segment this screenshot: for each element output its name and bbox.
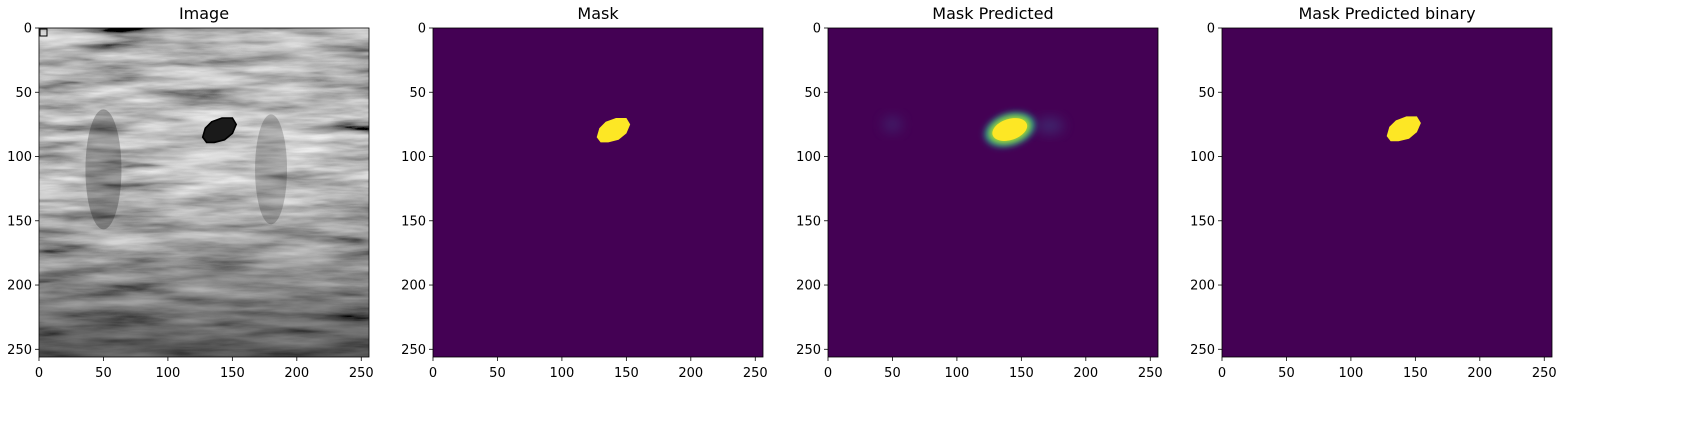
y-tick-label: 100 [401, 150, 426, 165]
y-tick-label: 100 [7, 150, 32, 165]
mask-background [828, 28, 1158, 357]
mask-region [596, 118, 631, 143]
axes-frame [38, 27, 370, 358]
x-tick-label: 150 [614, 366, 639, 381]
faint-blob [882, 116, 903, 133]
x-tick-label: 0 [35, 366, 43, 381]
y-tick-label: 200 [1190, 279, 1215, 294]
y-tick-label: 100 [796, 150, 821, 165]
lesion-contour [201, 117, 238, 144]
pred-image [828, 28, 1158, 357]
x-tick-label: 0 [1218, 366, 1226, 381]
y-tick-label: 150 [401, 214, 426, 229]
binary-region [1386, 116, 1421, 142]
x-tick-label: 0 [429, 366, 437, 381]
y-tick-label: 250 [401, 343, 426, 358]
y-tick-label: 200 [401, 279, 426, 294]
mask-background [1222, 28, 1552, 357]
x-tick-label: 200 [1467, 366, 1492, 381]
shadow-band [85, 109, 122, 230]
x-tick-label: 200 [1073, 366, 1098, 381]
y-tick-label: 0 [1207, 22, 1215, 37]
x-tick-label: 100 [549, 366, 574, 381]
mask-background [433, 28, 763, 357]
corner-marker [39, 28, 48, 37]
y-tick-label: 50 [804, 86, 821, 101]
x-tick-label: 0 [824, 366, 832, 381]
y-tick-label: 0 [418, 22, 426, 37]
panel-title: Mask Predicted [932, 4, 1053, 23]
x-tick-label: 150 [1403, 366, 1428, 381]
axes-frame [432, 27, 764, 358]
y-tick-label: 0 [813, 22, 821, 37]
x-tick-label: 100 [1338, 366, 1363, 381]
y-tick-label: 250 [1190, 343, 1215, 358]
pred-core [992, 118, 1028, 141]
mask-image [433, 28, 763, 357]
x-tick-label: 50 [884, 366, 901, 381]
y-tick-label: 50 [15, 86, 32, 101]
panel-title: Image [179, 4, 229, 23]
x-tick-label: 100 [944, 366, 969, 381]
image-image [39, 28, 369, 357]
x-tick-label: 100 [155, 366, 180, 381]
shadow-band [255, 114, 288, 225]
y-tick-label: 150 [1190, 214, 1215, 229]
axes-frame [1221, 27, 1553, 358]
x-tick-label: 250 [1532, 366, 1557, 381]
panel-title: Mask [577, 4, 619, 23]
x-tick-label: 250 [1138, 366, 1163, 381]
y-tick-label: 200 [7, 279, 32, 294]
x-tick-label: 200 [284, 366, 309, 381]
ultrasound-shadow [39, 28, 369, 357]
axes-frame [827, 27, 1159, 358]
x-tick-label: 50 [1278, 366, 1295, 381]
x-tick-label: 250 [349, 366, 374, 381]
y-tick-label: 200 [796, 279, 821, 294]
x-tick-label: 150 [1009, 366, 1034, 381]
x-tick-label: 50 [489, 366, 506, 381]
y-tick-label: 50 [409, 86, 426, 101]
panel-title: Mask Predicted binary [1298, 4, 1475, 23]
y-tick-label: 150 [796, 214, 821, 229]
x-tick-label: 250 [743, 366, 768, 381]
y-tick-label: 100 [1190, 150, 1215, 165]
x-tick-label: 150 [220, 366, 245, 381]
x-tick-label: 50 [95, 366, 112, 381]
y-tick-label: 250 [796, 343, 821, 358]
faint-blob [1035, 117, 1064, 134]
y-tick-label: 0 [24, 22, 32, 37]
y-tick-label: 50 [1198, 86, 1215, 101]
y-tick-label: 150 [7, 214, 32, 229]
binary-image [1222, 28, 1552, 357]
x-tick-label: 200 [678, 366, 703, 381]
y-tick-label: 250 [7, 343, 32, 358]
